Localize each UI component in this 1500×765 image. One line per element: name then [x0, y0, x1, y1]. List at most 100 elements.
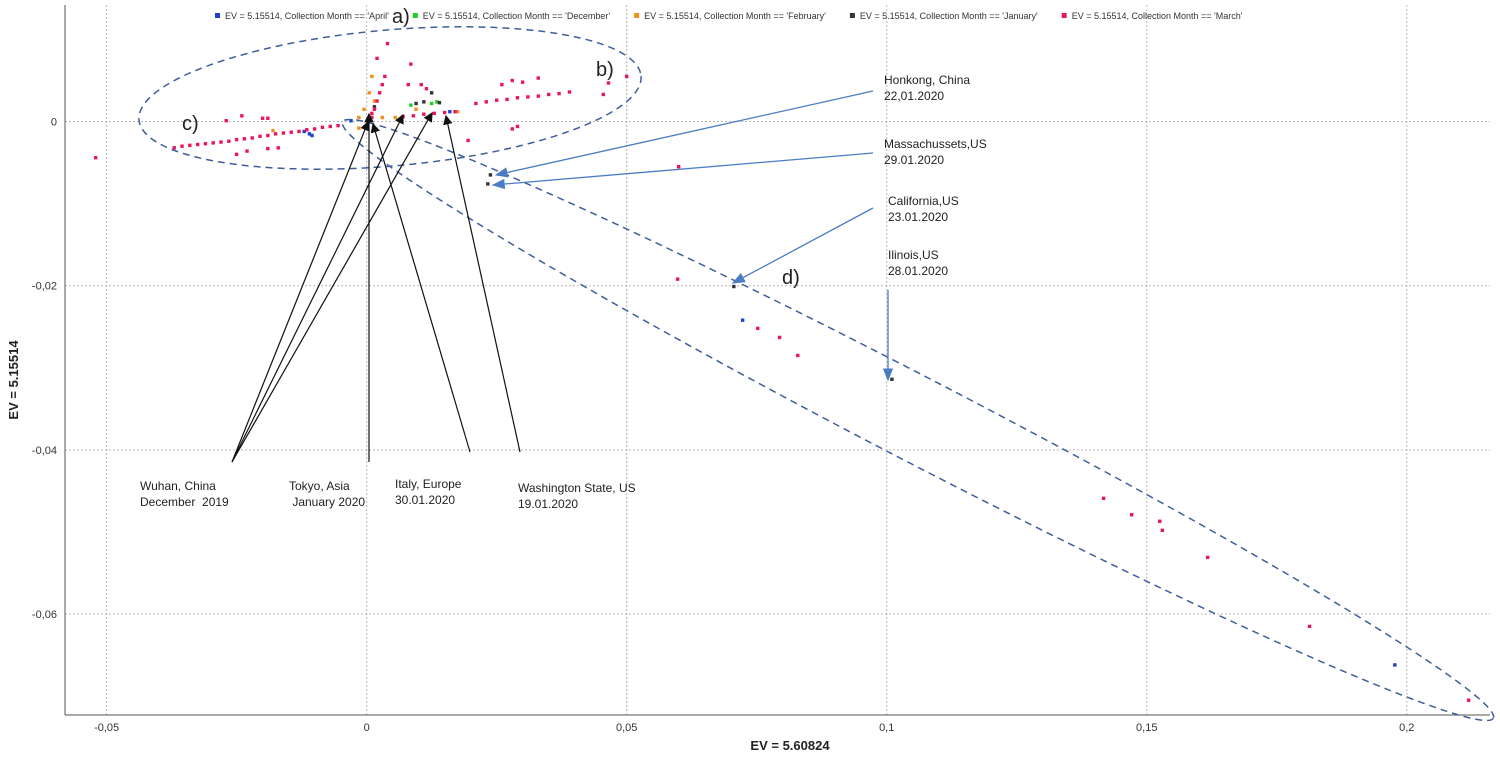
legend-item: EV = 5.15514, Collection Month == 'Febru… — [634, 11, 826, 21]
data-point — [510, 127, 514, 131]
tokyo-label: Tokyo, Asia — [289, 479, 350, 493]
data-point — [362, 107, 366, 111]
ilinois-label: Ilinois,US — [888, 248, 939, 262]
gridlines — [65, 5, 1490, 715]
data-point — [266, 146, 270, 151]
massachussets-label: Massachussets,US — [884, 137, 987, 151]
data-point — [312, 127, 317, 131]
data-point — [310, 133, 314, 138]
x-tick-label: 0 — [364, 722, 370, 734]
data-point — [406, 82, 410, 87]
label-b: b) — [596, 59, 614, 81]
data-point — [260, 116, 265, 120]
data-point — [567, 90, 572, 94]
data-point — [250, 136, 254, 140]
washington-label: Washington State, US — [518, 481, 636, 495]
arrow-wuhan-3 — [231, 111, 433, 463]
data-point — [349, 119, 353, 123]
data-point — [796, 353, 800, 358]
data-point — [676, 164, 681, 169]
data-point — [601, 92, 605, 97]
legend-swatch — [1061, 13, 1067, 18]
data-point — [357, 115, 361, 120]
data-point — [432, 111, 436, 116]
wuhan-label: Wuhan, China — [140, 479, 216, 493]
data-point — [224, 119, 228, 123]
data-point — [515, 96, 520, 100]
data-point — [437, 100, 442, 105]
data-point — [777, 335, 782, 340]
data-point — [377, 91, 382, 95]
data-point — [305, 128, 309, 132]
data-point — [505, 97, 509, 102]
data-point — [1129, 513, 1134, 517]
data-point — [536, 94, 540, 98]
honkong-date: 22,01.2020 — [884, 89, 944, 103]
cluster-ellipse-abc — [138, 26, 642, 170]
data-point — [442, 110, 447, 115]
series-1 — [409, 100, 439, 107]
data-point — [500, 82, 504, 87]
arrow-honkong — [494, 90, 874, 178]
legend-item: EV = 5.15514, Collection Month == 'March… — [1061, 11, 1243, 21]
data-point — [188, 143, 192, 148]
wuhan-date: December 2019 — [140, 495, 229, 509]
label-d: d) — [782, 267, 800, 289]
data-point — [383, 74, 387, 79]
arrow-wuhan-2 — [231, 113, 404, 463]
tokyo-date: January 2020 — [289, 495, 365, 509]
data-point — [271, 128, 275, 133]
label-c: c) — [182, 113, 199, 135]
data-point — [510, 78, 514, 83]
data-point — [486, 182, 490, 186]
legend-label: EV = 5.15514, Collection Month == 'Febru… — [644, 11, 826, 21]
data-point — [419, 82, 423, 87]
data-point — [453, 110, 457, 114]
y-tick-label: -0,02 — [32, 281, 57, 293]
legend-label: EV = 5.15514, Collection Month == 'April… — [225, 11, 389, 21]
data-point — [240, 114, 244, 118]
data-points — [93, 41, 1471, 702]
data-point — [336, 123, 340, 128]
data-point — [409, 62, 413, 66]
arrow-italy — [370, 122, 471, 453]
data-point — [375, 56, 379, 61]
data-point — [266, 133, 270, 138]
legend-swatch — [634, 13, 640, 18]
california-date: 23.01.2020 — [888, 210, 948, 224]
black-arrows — [231, 111, 521, 463]
data-point — [411, 114, 416, 118]
washington-date: 19.01.2020 — [518, 497, 578, 511]
axes — [64, 5, 1490, 716]
series-3 — [372, 91, 894, 381]
data-point — [455, 110, 460, 114]
data-point — [211, 141, 215, 145]
data-point — [1158, 519, 1162, 523]
legend-item: EV = 5.15514, Collection Month == 'Decem… — [412, 11, 611, 21]
data-point — [234, 137, 239, 142]
data-point — [520, 80, 525, 84]
data-point — [494, 98, 499, 102]
data-point — [546, 92, 551, 97]
legend-label: EV = 5.15514, Collection Month == 'Decem… — [423, 11, 611, 21]
data-point — [234, 152, 239, 157]
data-point — [328, 124, 332, 129]
italy-label: Italy, Europe — [395, 477, 462, 491]
data-point — [526, 95, 530, 99]
california-label: California,US — [888, 194, 959, 208]
blue-arrows — [491, 90, 894, 382]
arrow-wuhan-1 — [231, 120, 370, 463]
data-point — [276, 146, 280, 150]
data-point — [180, 144, 184, 148]
ilinois-date: 28.01.2020 — [888, 264, 948, 278]
series-0 — [302, 110, 1397, 667]
data-point — [1101, 496, 1106, 501]
data-point — [372, 107, 377, 111]
data-point — [414, 107, 418, 111]
data-point — [242, 137, 247, 141]
data-point — [370, 111, 374, 116]
data-point — [606, 81, 611, 85]
data-point — [1466, 698, 1471, 702]
x-tick-label: 0,2 — [1399, 722, 1414, 734]
